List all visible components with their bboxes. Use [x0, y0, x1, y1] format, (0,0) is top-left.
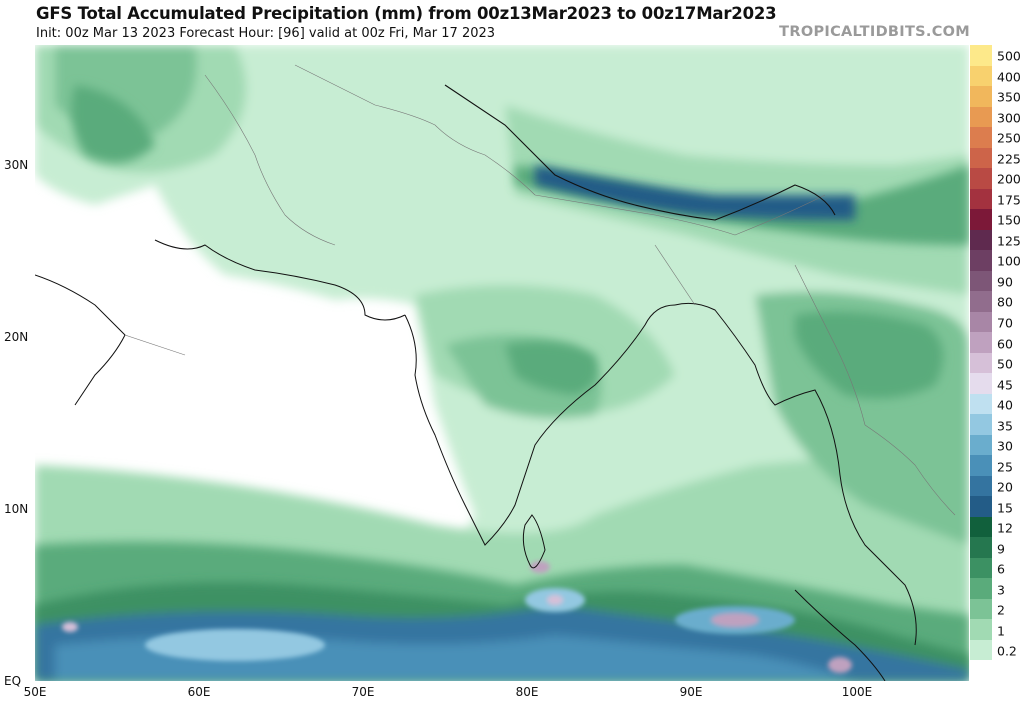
colorbar-label: 175	[997, 192, 1021, 208]
colorbar-label: 70	[997, 315, 1013, 331]
colorbar-label: 200	[997, 171, 1021, 187]
colorbar-segment	[970, 188, 992, 210]
colorbar-segment	[970, 147, 992, 169]
colorbar-segment	[970, 619, 992, 641]
colorbar-label: 30	[997, 438, 1013, 454]
tibet-border	[444, 84, 836, 221]
colorbar-segment	[970, 127, 992, 149]
brand-watermark: TROPICALTIDBITS.COM	[779, 24, 970, 40]
colorbar-segment	[970, 352, 992, 374]
colorbar-segment	[970, 455, 992, 477]
colorbar-label: 125	[997, 233, 1021, 249]
colorbar-segment	[970, 516, 992, 538]
country-borders	[124, 64, 956, 516]
colorbar-segment	[970, 414, 992, 436]
colorbar-label: 400	[997, 69, 1021, 85]
precip-colorbar	[970, 45, 992, 681]
colorbar-segment	[970, 537, 992, 559]
colorbar-label: 40	[997, 397, 1013, 413]
colorbar-label: 100	[997, 253, 1021, 269]
colorbar-segment	[970, 65, 992, 87]
lat-label: 30N	[4, 158, 29, 172]
colorbar-label: 80	[997, 294, 1013, 310]
colorbar-label: 35	[997, 418, 1013, 434]
colorbar-label: 500	[997, 48, 1021, 64]
colorbar-segment	[970, 168, 992, 190]
colorbar-label: 60	[997, 336, 1013, 351]
lon-label: 70E	[351, 685, 375, 699]
coastlines	[35, 239, 917, 681]
lon-label: 80E	[515, 685, 539, 699]
colorbar-label: 0.2	[997, 643, 1017, 659]
colorbar-segment	[970, 311, 992, 333]
colorbar-segment	[970, 250, 992, 272]
colorbar-segment	[970, 475, 992, 497]
colorbar-segment	[970, 434, 992, 456]
colorbar-segment	[970, 45, 992, 67]
lon-label: 60E	[187, 685, 211, 699]
colorbar-label: 50	[997, 356, 1013, 372]
colorbar-segment	[970, 291, 992, 313]
lat-label: EQ	[4, 674, 22, 688]
colorbar-label: 2	[997, 602, 1005, 618]
colorbar-label: 45	[997, 377, 1013, 393]
colorbar-label: 20	[997, 479, 1013, 495]
precip-peak-spots	[62, 561, 852, 673]
lon-label: 50E	[23, 685, 47, 699]
lat-label: 10N	[4, 502, 29, 516]
colorbar-label: 1	[997, 623, 1005, 639]
colorbar-segment	[970, 229, 992, 251]
colorbar-label: 12	[997, 520, 1013, 536]
colorbar-label: 225	[997, 151, 1021, 167]
colorbar-segment	[970, 598, 992, 620]
colorbar-label: 300	[997, 110, 1021, 126]
colorbar-label: 3	[997, 582, 1005, 598]
colorbar-segment	[970, 332, 992, 354]
colorbar-label: 90	[997, 274, 1013, 290]
lon-label: 100E	[841, 685, 873, 699]
lon-label: 90E	[679, 685, 703, 699]
colorbar-label: 15	[997, 500, 1013, 516]
colorbar-label: 25	[997, 459, 1013, 475]
colorbar-segment	[970, 557, 992, 579]
colorbar-label: 150	[997, 212, 1021, 228]
colorbar-segment	[970, 86, 992, 108]
colorbar-label: 250	[997, 130, 1021, 146]
colorbar-label: 9	[997, 541, 1005, 557]
colorbar-segment	[970, 639, 992, 661]
colorbar-segment	[970, 270, 992, 292]
colorbar-label: 6	[997, 561, 1005, 577]
precipitation-map	[35, 45, 969, 681]
colorbar-label: 350	[997, 89, 1021, 105]
colorbar-segment	[970, 106, 992, 128]
colorbar-segment	[970, 578, 992, 600]
colorbar-segment	[970, 209, 992, 231]
page-title: GFS Total Accumulated Precipitation (mm)…	[36, 4, 777, 23]
map-canvas	[35, 45, 969, 681]
colorbar-segment	[970, 660, 992, 681]
lat-label: 20N	[4, 330, 29, 344]
colorbar-segment	[970, 496, 992, 518]
colorbar-segment	[970, 393, 992, 415]
colorbar-segment	[970, 373, 992, 395]
forecast-info: Init: 00z Mar 13 2023 Forecast Hour: [96…	[36, 26, 496, 41]
